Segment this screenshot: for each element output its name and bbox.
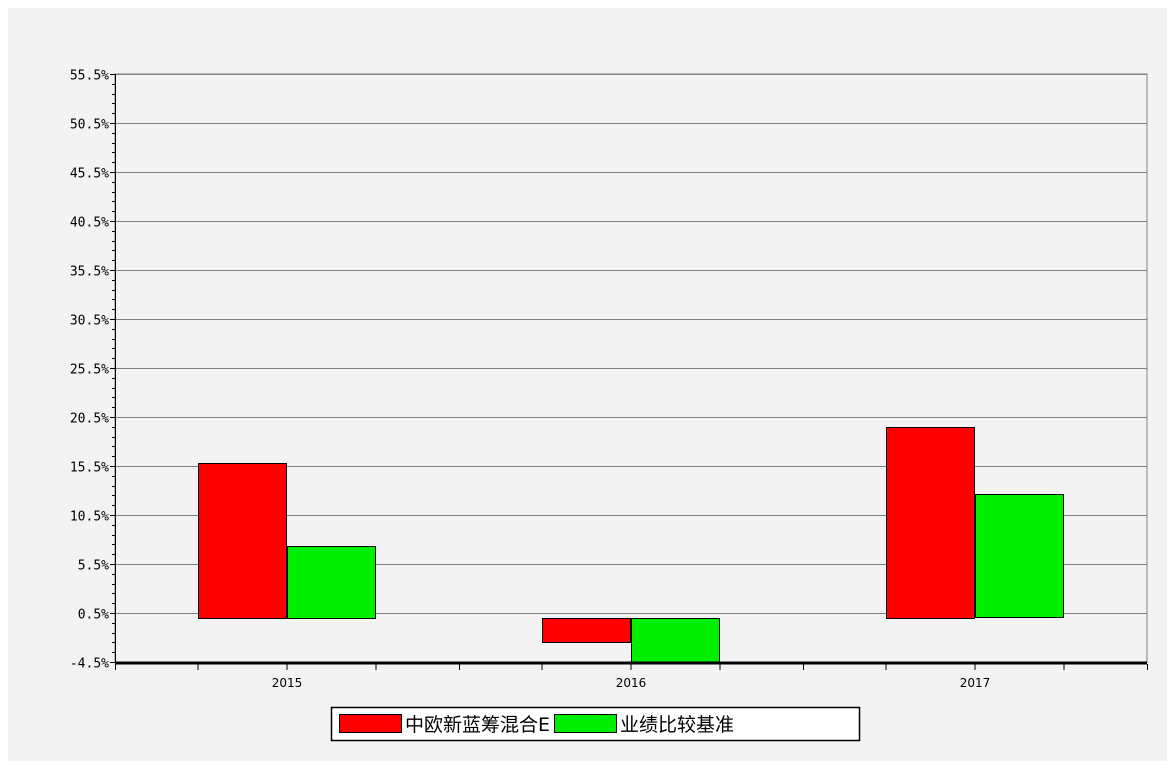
- legend-swatch-1: [339, 714, 402, 733]
- y-tick-label: 20.5%: [70, 412, 109, 427]
- y-tick-label: 10.5%: [70, 510, 109, 525]
- legend-label-1: 中欧新蓝筹混合E: [405, 714, 550, 736]
- y-tick-label: 50.5%: [70, 118, 109, 133]
- bar-2016-series-1: [542, 618, 631, 643]
- y-tick-label: 15.5%: [70, 461, 109, 476]
- legend-swatch-2: [554, 714, 618, 733]
- bar-2017-series-2: [975, 494, 1064, 618]
- bar-chart: 55.5% 50.5% 45.5% 40.5% 35.5% 30.5% 25.5% 20.5%…: [70, 69, 1148, 742]
- y-tick-label: 25.5%: [70, 363, 109, 378]
- legend-label-2: 业绩比较基准: [620, 714, 734, 736]
- y-tick-label: -4.5%: [70, 657, 109, 672]
- y-tick-label: 5.5%: [78, 559, 109, 574]
- y-tick-label: 45.5%: [70, 167, 109, 182]
- axes: 55.5% 50.5% 45.5% 40.5% 35.5% 30.5% 25.5% 20.5%…: [70, 69, 1148, 690]
- bar-2015-series-2: [287, 546, 376, 619]
- y-tick-label: 0.5%: [78, 608, 109, 623]
- legend: 中欧新蓝筹混合E 业绩比较基准: [330, 706, 861, 742]
- bars: [198, 427, 1064, 663]
- y-tick-label: 35.5%: [70, 265, 109, 280]
- bar-2017-series-1: [886, 427, 975, 619]
- x-tick-label: 2017: [960, 676, 991, 690]
- chart-frame: 55.5% 50.5% 45.5% 40.5% 35.5% 30.5% 25.5% 20.5%…: [8, 8, 1167, 761]
- bar-2015-series-1: [198, 463, 287, 619]
- x-tick-label: 2015: [272, 676, 303, 690]
- bar-2016-series-2: [631, 618, 720, 663]
- y-tick-label: 40.5%: [70, 216, 109, 231]
- y-tick-label: 30.5%: [70, 314, 109, 329]
- y-tick-label: 55.5%: [70, 69, 109, 84]
- x-tick-label: 2016: [616, 676, 647, 690]
